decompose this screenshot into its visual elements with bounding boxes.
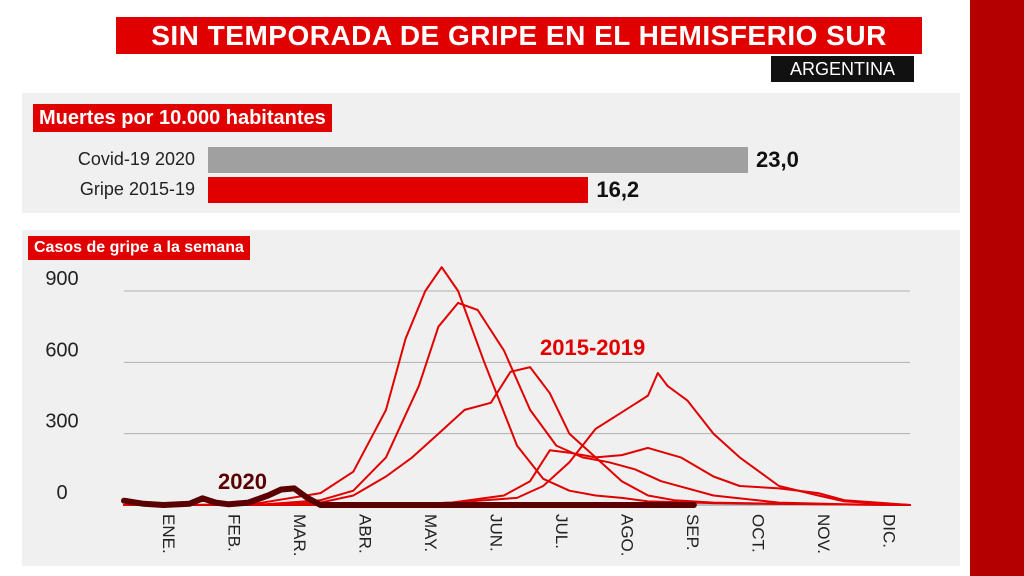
- annotation-2020: 2020: [218, 469, 267, 494]
- x-tick-label: SEP.: [683, 514, 702, 551]
- bar-value-covid: 23,0: [756, 147, 799, 172]
- y-tick-label: 900: [45, 268, 78, 290]
- x-tick-label: JUN.: [486, 514, 505, 552]
- x-tick-label: NOV.: [814, 514, 833, 554]
- y-tick-label: 0: [56, 482, 67, 504]
- cases-chart-panel: [22, 230, 960, 566]
- x-tick-label: AGO.: [617, 514, 636, 557]
- x-tick-label: ENE.: [159, 514, 178, 554]
- country-badge: ARGENTINA: [771, 56, 914, 82]
- annotation-2015-2019: 2015-2019: [540, 335, 645, 360]
- bar-value-gripe: 16,2: [596, 177, 640, 202]
- x-tick-label: JUL.: [552, 514, 571, 549]
- deaths-heading: Muertes por 10.000 habitantes: [33, 104, 332, 132]
- cases-chart-title: Casos de gripe a la semana: [28, 236, 250, 260]
- bar-covid: [208, 147, 748, 173]
- x-tick-label: DIC.: [879, 514, 898, 548]
- x-tick-label: MAY.: [421, 514, 440, 552]
- series-line-1: [123, 301, 911, 506]
- x-tick-label: OCT.: [748, 514, 767, 553]
- series-line-2: [123, 366, 911, 506]
- page-title: SIN TEMPORADA DE GRIPE EN EL HEMISFERIO …: [116, 17, 922, 54]
- y-tick-label: 300: [45, 411, 78, 433]
- bar-label-covid: Covid-19 2020: [77, 149, 195, 169]
- x-tick-label: ABR.: [355, 514, 374, 554]
- x-tick-label: MAR.: [290, 514, 309, 557]
- x-tick-label: FEB.: [224, 514, 243, 552]
- bar-gripe: [208, 177, 589, 203]
- series-line-5: [121, 485, 697, 508]
- bar-label-gripe: Gripe 2015-19: [79, 179, 195, 199]
- y-tick-label: 600: [45, 339, 78, 361]
